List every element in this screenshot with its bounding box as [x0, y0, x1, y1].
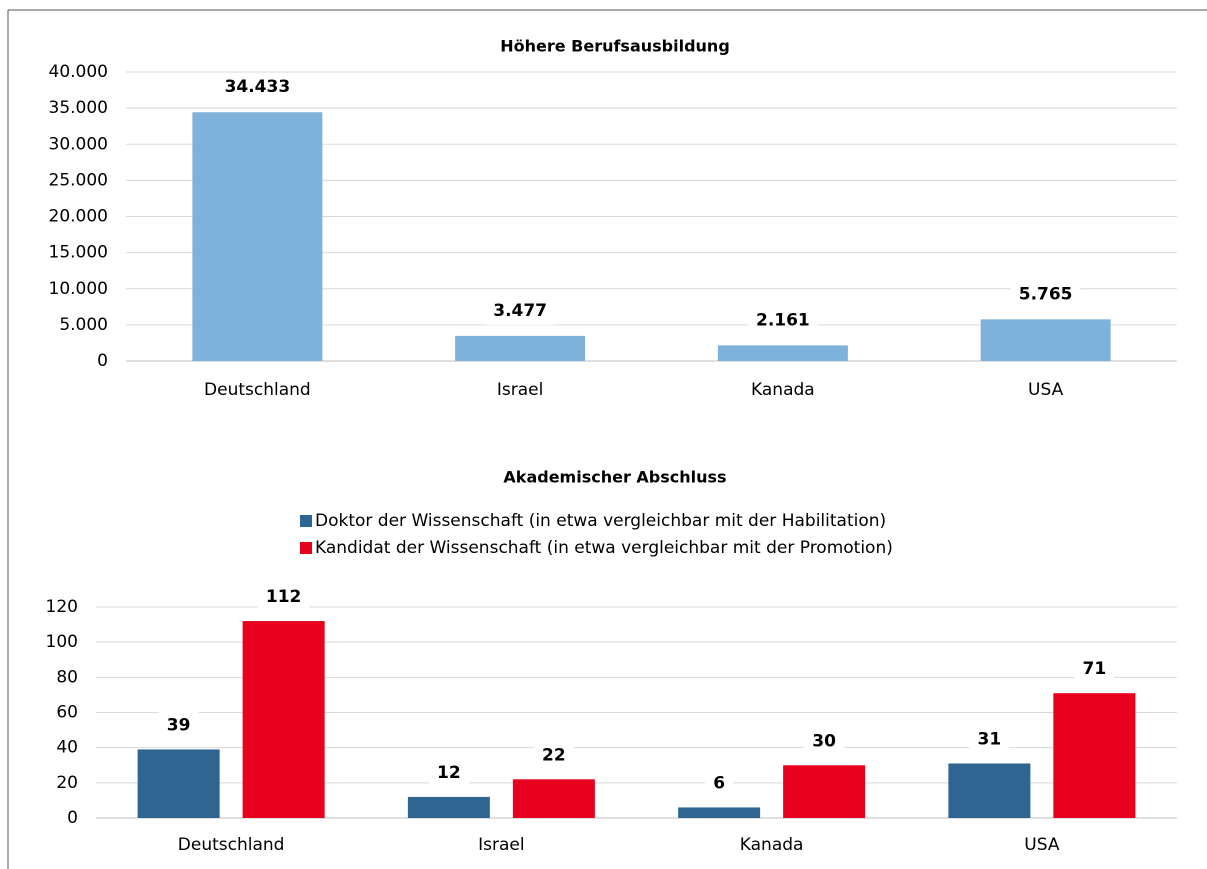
legend-label: Kandidat der Wissenschaft (in etwa vergl…: [315, 538, 893, 558]
value-label: 6: [713, 773, 725, 793]
y-tick-label: 0: [97, 351, 108, 371]
x-tick-label: Kanada: [740, 835, 804, 855]
legend-swatch: [300, 515, 312, 527]
y-tick-label: 5.000: [59, 315, 108, 335]
value-label-bg: [158, 711, 199, 740]
y-tick-label: 15.000: [49, 243, 108, 263]
value-label: 12: [437, 763, 461, 783]
y-tick-label: 20: [56, 773, 78, 793]
y-tick-label: 100: [46, 632, 78, 652]
bar: [980, 319, 1111, 361]
y-tick-label: 40: [56, 738, 78, 758]
legend-label: Doktor der Wissenschaft (in etwa verglei…: [315, 511, 886, 531]
bar: [407, 796, 490, 818]
value-label-bg: [216, 73, 299, 102]
bar: [192, 112, 323, 361]
value-label-bg: [257, 583, 310, 612]
value-label-bg: [485, 296, 556, 325]
value-label: 30: [812, 731, 836, 751]
bar: [1053, 693, 1136, 818]
value-label-bg: [534, 741, 574, 770]
value-label-bg: [1074, 655, 1115, 684]
x-tick-label: Israel: [497, 380, 543, 400]
value-label-bg: [1010, 280, 1081, 309]
y-tick-label: 20.000: [49, 207, 108, 227]
value-label: 34.433: [225, 77, 291, 97]
bar: [948, 763, 1031, 818]
x-tick-label: Deutschland: [178, 835, 285, 855]
y-tick-label: 80: [56, 667, 78, 687]
value-label: 112: [266, 587, 302, 607]
value-label-bg: [705, 769, 734, 798]
y-tick-label: 0: [67, 808, 78, 828]
bar: [455, 335, 586, 361]
y-tick-label: 40.000: [49, 62, 108, 82]
value-label: 39: [167, 715, 191, 735]
x-tick-label: USA: [1024, 835, 1060, 855]
y-tick-label: 60: [56, 703, 78, 723]
value-label: 22: [542, 745, 566, 765]
y-tick-label: 10.000: [49, 279, 108, 299]
value-label: 2.161: [756, 310, 810, 330]
x-tick-label: Kanada: [751, 380, 815, 400]
value-label-bg: [747, 306, 818, 335]
value-label-bg: [804, 727, 845, 756]
chart-title: Höhere Berufsausbildung: [500, 37, 730, 56]
bar: [678, 807, 761, 818]
value-label: 5.765: [1019, 284, 1073, 304]
y-tick-label: 25.000: [49, 170, 108, 190]
chart-title: Akademischer Abschluss: [503, 468, 726, 487]
bar: [137, 749, 220, 818]
value-label-bg: [969, 725, 1010, 754]
value-label: 71: [1083, 659, 1107, 679]
bar: [783, 765, 866, 818]
bar: [512, 779, 595, 818]
bar: [242, 621, 325, 818]
x-tick-label: Israel: [478, 835, 524, 855]
value-label-bg: [429, 758, 469, 787]
y-tick-label: 120: [46, 597, 78, 617]
bar: [717, 345, 848, 361]
y-tick-label: 35.000: [49, 98, 108, 118]
value-label: 31: [978, 729, 1002, 749]
y-tick-label: 30.000: [49, 134, 108, 154]
x-tick-label: Deutschland: [204, 380, 311, 400]
value-label: 3.477: [493, 301, 547, 321]
legend-swatch: [300, 542, 312, 554]
x-tick-label: USA: [1028, 380, 1064, 400]
